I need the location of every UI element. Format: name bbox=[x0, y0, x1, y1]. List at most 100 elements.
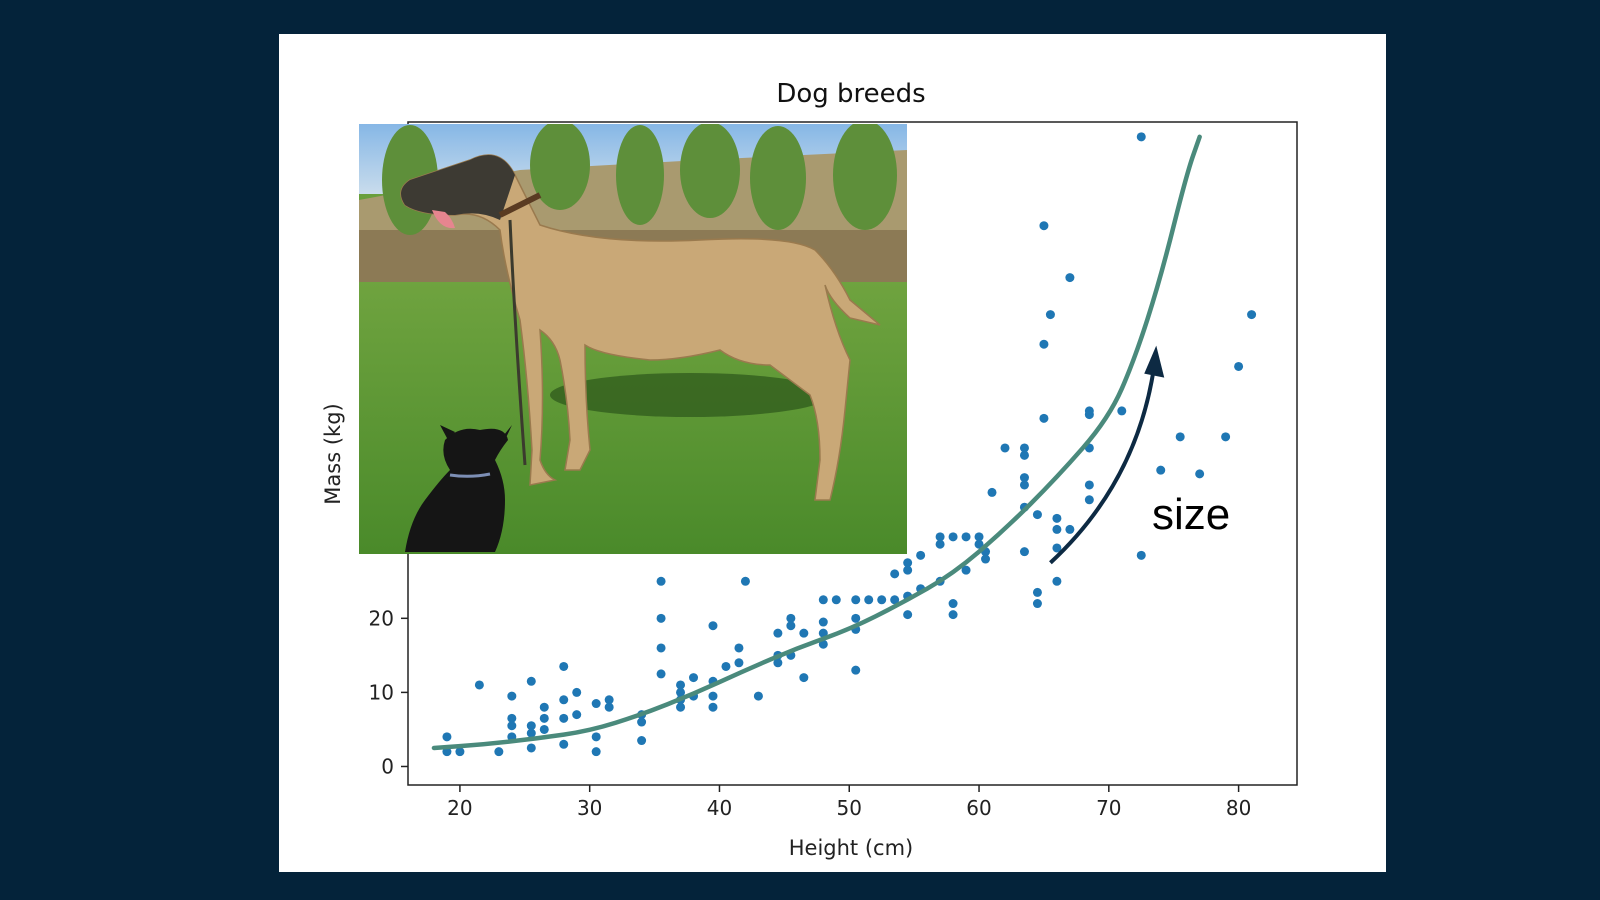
data-point bbox=[961, 532, 971, 542]
data-point bbox=[1084, 480, 1094, 490]
data-point bbox=[656, 643, 666, 653]
data-point bbox=[1039, 339, 1049, 349]
data-point bbox=[559, 713, 569, 723]
data-point bbox=[526, 743, 536, 753]
data-point bbox=[1195, 469, 1205, 479]
data-point bbox=[507, 721, 517, 731]
data-point bbox=[987, 487, 997, 497]
data-point bbox=[734, 658, 744, 668]
data-point bbox=[1052, 524, 1062, 534]
data-point bbox=[1156, 465, 1166, 475]
data-point bbox=[1019, 450, 1029, 460]
data-point bbox=[559, 695, 569, 705]
x-tick-label: 60 bbox=[966, 796, 991, 820]
data-point bbox=[1136, 550, 1146, 560]
y-axis-label: Mass (kg) bbox=[321, 403, 345, 504]
data-point bbox=[786, 613, 796, 623]
data-point bbox=[526, 721, 536, 731]
data-point bbox=[734, 643, 744, 653]
data-point bbox=[1247, 310, 1257, 320]
data-point bbox=[1039, 221, 1049, 231]
data-point bbox=[455, 747, 465, 757]
data-point bbox=[740, 576, 750, 586]
data-point bbox=[689, 673, 699, 683]
data-point bbox=[1032, 599, 1042, 609]
data-point bbox=[818, 595, 828, 605]
data-point bbox=[676, 702, 686, 712]
data-point bbox=[539, 702, 549, 712]
data-point bbox=[1234, 361, 1244, 371]
data-point bbox=[708, 702, 718, 712]
data-point bbox=[1084, 406, 1094, 416]
data-point bbox=[773, 658, 783, 668]
data-point bbox=[572, 687, 582, 697]
data-point bbox=[604, 695, 614, 705]
data-point bbox=[981, 554, 991, 564]
data-point bbox=[890, 569, 900, 579]
data-point bbox=[903, 565, 913, 575]
data-point bbox=[974, 539, 984, 549]
data-point bbox=[935, 532, 945, 542]
data-point bbox=[773, 628, 783, 638]
data-point bbox=[539, 713, 549, 723]
x-axis-label: Height (cm) bbox=[789, 836, 913, 860]
data-point bbox=[961, 565, 971, 575]
y-tick-label: 10 bbox=[369, 680, 394, 704]
data-point bbox=[1032, 510, 1042, 520]
data-point bbox=[864, 595, 874, 605]
data-point bbox=[1019, 473, 1029, 483]
data-point bbox=[1136, 132, 1146, 142]
data-point bbox=[656, 669, 666, 679]
data-point bbox=[818, 617, 828, 627]
chart-title: Dog breeds bbox=[776, 79, 925, 109]
data-point bbox=[1221, 432, 1231, 442]
data-point bbox=[708, 621, 718, 631]
data-point bbox=[1175, 432, 1185, 442]
y-tick-label: 0 bbox=[381, 754, 394, 778]
data-point bbox=[507, 713, 517, 723]
data-point bbox=[1084, 495, 1094, 505]
x-tick-label: 80 bbox=[1226, 796, 1251, 820]
data-point bbox=[948, 599, 958, 609]
data-point bbox=[559, 739, 569, 749]
data-point bbox=[818, 628, 828, 638]
data-point bbox=[526, 728, 536, 738]
data-point bbox=[591, 732, 601, 742]
data-point bbox=[877, 595, 887, 605]
data-point bbox=[1065, 524, 1075, 534]
arrow-head bbox=[1144, 345, 1165, 378]
data-point bbox=[442, 732, 452, 742]
data-point bbox=[494, 747, 504, 757]
arrow-shaft bbox=[1049, 365, 1157, 565]
data-point bbox=[1052, 576, 1062, 586]
axis-ticks: 20 30 40 50 60 70 80 0 10 20 bbox=[369, 606, 1252, 820]
data-point bbox=[903, 558, 913, 568]
data-point bbox=[916, 550, 926, 560]
data-point bbox=[851, 595, 861, 605]
x-tick-label: 40 bbox=[707, 796, 732, 820]
data-point bbox=[851, 665, 861, 675]
data-point bbox=[903, 610, 913, 620]
data-point bbox=[799, 673, 809, 683]
data-point bbox=[676, 680, 686, 690]
data-point bbox=[507, 691, 517, 701]
data-point bbox=[974, 532, 984, 542]
x-tick-label: 70 bbox=[1096, 796, 1121, 820]
data-point bbox=[1052, 513, 1062, 523]
size-annotation: size bbox=[1152, 490, 1230, 539]
dog-photo-icon bbox=[359, 124, 907, 554]
data-point bbox=[637, 717, 647, 727]
data-point bbox=[1019, 480, 1029, 490]
data-point bbox=[1039, 413, 1049, 423]
data-point bbox=[786, 621, 796, 631]
x-tick-label: 30 bbox=[577, 796, 602, 820]
trend-line bbox=[431, 134, 1202, 751]
data-point bbox=[1019, 443, 1029, 453]
data-point bbox=[539, 724, 549, 734]
data-point bbox=[591, 699, 601, 709]
data-point bbox=[637, 736, 647, 746]
data-point bbox=[1117, 406, 1127, 416]
data-point bbox=[572, 710, 582, 720]
data-point bbox=[818, 639, 828, 649]
